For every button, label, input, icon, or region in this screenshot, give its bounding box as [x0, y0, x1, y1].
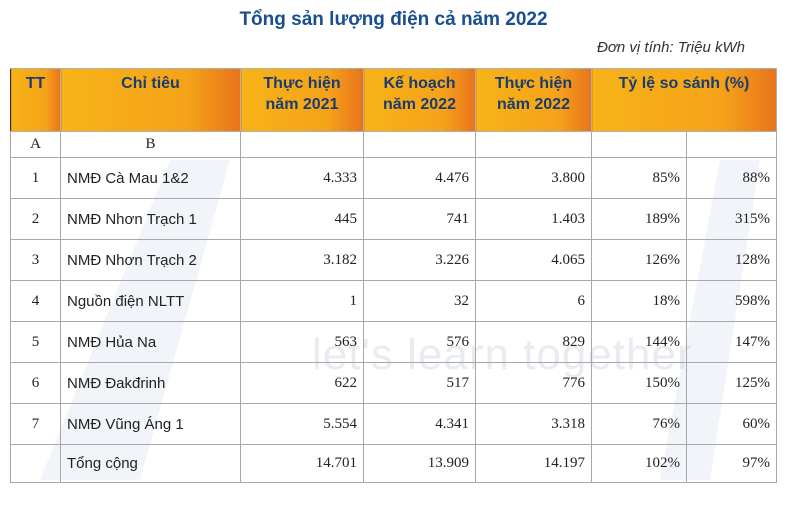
- row-th2021: 3.182: [240, 239, 364, 281]
- row-name: Nguồn điện NLTT: [60, 280, 241, 322]
- table-row: 4 Nguồn điện NLTT 1 32 6 18% 598%: [10, 280, 778, 322]
- header-chi-tieu: Chỉ tiêu: [60, 68, 241, 132]
- row-th2022: 776: [475, 362, 592, 404]
- row-ratio-2: 315%: [685, 198, 778, 240]
- row-th2021: 4.333: [240, 157, 364, 199]
- total-th2021: 14.701: [240, 444, 364, 483]
- row-tt: 2: [10, 198, 61, 240]
- table-title: Tổng sản lượng điện cả năm 2022: [239, 9, 548, 30]
- row-ratio-1: 126%: [591, 239, 687, 281]
- table-row: 6 NMĐ Đakđrinh 622 517 776 150% 125%: [10, 362, 778, 404]
- header-ke-hoach-2022: Kế hoạch năm 2022: [363, 68, 476, 132]
- header-kh2022-line1: Kế hoạch: [383, 75, 456, 92]
- row-kh2022: 517: [363, 362, 476, 404]
- row-ratio-2: 147%: [685, 321, 778, 363]
- row-tt: 6: [10, 362, 61, 404]
- unit-note: Đơn vị tính: Triệu kWh: [597, 39, 745, 56]
- letter-a: A: [10, 131, 61, 158]
- empty-cell: [685, 131, 778, 158]
- row-ratio-2: 125%: [685, 362, 778, 404]
- row-kh2022: 3.226: [363, 239, 476, 281]
- row-ratio-1: 76%: [591, 403, 687, 445]
- row-th2022: 3.800: [475, 157, 592, 199]
- row-name: NMĐ Hủa Na: [60, 321, 241, 363]
- row-kh2022: 4.476: [363, 157, 476, 199]
- header-row: TT Chỉ tiêu Thực hiện năm 2021 Kế hoạch …: [10, 68, 778, 132]
- row-kh2022: 741: [363, 198, 476, 240]
- header-thuc-hien-2021: Thực hiện năm 2021: [240, 68, 364, 132]
- row-th2022: 3.318: [475, 403, 592, 445]
- row-th2022: 6: [475, 280, 592, 322]
- table-row: 7 NMĐ Vũng Áng 1 5.554 4.341 3.318 76% 6…: [10, 403, 778, 445]
- empty-cell: [363, 131, 476, 158]
- total-ratio-1: 102%: [591, 444, 687, 483]
- row-ratio-1: 18%: [591, 280, 687, 322]
- row-name: NMĐ Nhơn Trạch 2: [60, 239, 241, 281]
- row-tt: 3: [10, 239, 61, 281]
- total-ratio-2: 97%: [685, 444, 778, 483]
- row-ratio-2: 128%: [685, 239, 778, 281]
- table-row: 3 NMĐ Nhơn Trạch 2 3.182 3.226 4.065 126…: [10, 239, 778, 281]
- letter-row: A B: [10, 131, 778, 158]
- row-name: NMĐ Vũng Áng 1: [60, 403, 241, 445]
- row-kh2022: 32: [363, 280, 476, 322]
- row-th2021: 563: [240, 321, 364, 363]
- row-tt: 1: [10, 157, 61, 199]
- table-row: 2 NMĐ Nhơn Trạch 1 445 741 1.403 189% 31…: [10, 198, 778, 240]
- row-ratio-2: 88%: [685, 157, 778, 199]
- header-thuc-hien-2022: Thực hiện năm 2022: [475, 68, 592, 132]
- total-name: Tổng cộng: [60, 444, 241, 483]
- row-kh2022: 576: [363, 321, 476, 363]
- total-row: Tổng cộng 14.701 13.909 14.197 102% 97%: [10, 444, 778, 483]
- production-table: TT Chỉ tiêu Thực hiện năm 2021 Kế hoạch …: [10, 68, 778, 483]
- row-th2021: 5.554: [240, 403, 364, 445]
- row-th2021: 1: [240, 280, 364, 322]
- row-th2022: 829: [475, 321, 592, 363]
- header-th2021-line1: Thực hiện: [263, 75, 341, 92]
- header-th2022-line2: năm 2022: [497, 96, 570, 113]
- row-name: NMĐ Nhơn Trạch 1: [60, 198, 241, 240]
- total-th2022: 14.197: [475, 444, 592, 483]
- row-th2021: 622: [240, 362, 364, 404]
- header-kh2022-line2: năm 2022: [383, 96, 456, 113]
- row-tt: 5: [10, 321, 61, 363]
- table-row: 5 NMĐ Hủa Na 563 576 829 144% 147%: [10, 321, 778, 363]
- row-tt: 4: [10, 280, 61, 322]
- header-ratio: Tỷ lệ so sánh (%): [590, 68, 778, 132]
- row-ratio-1: 150%: [591, 362, 687, 404]
- row-name: NMĐ Cà Mau 1&2: [60, 157, 241, 199]
- total-tt: [10, 444, 61, 483]
- row-ratio-1: 189%: [591, 198, 687, 240]
- row-ratio-2: 60%: [685, 403, 778, 445]
- row-ratio-2: 598%: [685, 280, 778, 322]
- row-name: NMĐ Đakđrinh: [60, 362, 241, 404]
- total-kh2022: 13.909: [363, 444, 476, 483]
- row-tt: 7: [10, 403, 61, 445]
- empty-cell: [475, 131, 592, 158]
- header-th2022-line1: Thực hiện: [494, 75, 573, 92]
- letter-b: B: [60, 131, 241, 158]
- header-tt: TT: [10, 68, 61, 132]
- row-th2021: 445: [240, 198, 364, 240]
- row-ratio-1: 85%: [591, 157, 687, 199]
- empty-cell: [240, 131, 364, 158]
- row-kh2022: 4.341: [363, 403, 476, 445]
- row-th2022: 1.403: [475, 198, 592, 240]
- header-th2021-line2: năm 2021: [265, 96, 339, 113]
- table-row: 1 NMĐ Cà Mau 1&2 4.333 4.476 3.800 85% 8…: [10, 157, 778, 199]
- empty-cell: [591, 131, 687, 158]
- row-th2022: 4.065: [475, 239, 592, 281]
- row-ratio-1: 144%: [591, 321, 687, 363]
